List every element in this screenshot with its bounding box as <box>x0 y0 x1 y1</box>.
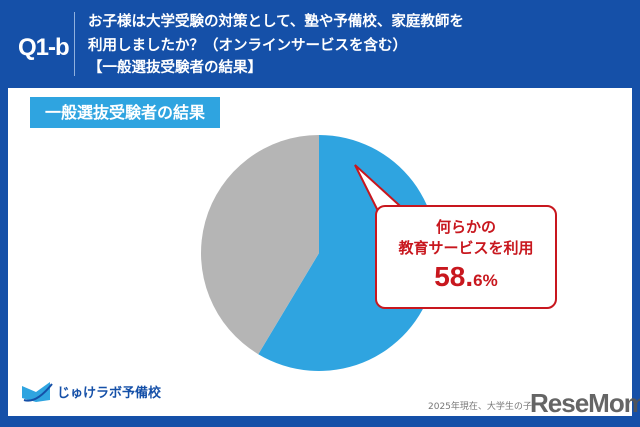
footnote: 2025年現在、大学生の子 <box>428 402 532 412</box>
question-line-3: 【一般選抜受験者の結果】 <box>88 60 262 76</box>
question-line-1: お子様は大学受験の対策として、塾や予備校、家庭教師を <box>88 14 464 30</box>
value-int: 58. <box>434 261 474 292</box>
question-number: Q1-b <box>18 34 70 61</box>
pie-slice-0 <box>258 135 438 372</box>
value-dec: 6% <box>473 271 498 290</box>
watermark: ReseMom <box>530 388 640 418</box>
segment-tag: 一般選抜受験者の結果 <box>30 97 220 128</box>
question-line-2: 利用しましたか？（オンラインサービスを含む） <box>88 38 407 54</box>
pie-slice-1 <box>201 135 319 355</box>
header-divider <box>74 12 75 76</box>
brand-logo: じゅけラボ予備校 <box>20 378 161 404</box>
callout-line-1: 何らかの <box>435 218 496 236</box>
logo-text: じゅけラボ予備校 <box>57 385 162 401</box>
callout-value: 58.6% <box>377 261 555 293</box>
callout-box: 何らかの 教育サービスを利用 58.6% <box>375 205 557 309</box>
book-logo-icon <box>22 382 53 402</box>
callout-line-2: 教育サービスを利用 <box>398 239 534 257</box>
